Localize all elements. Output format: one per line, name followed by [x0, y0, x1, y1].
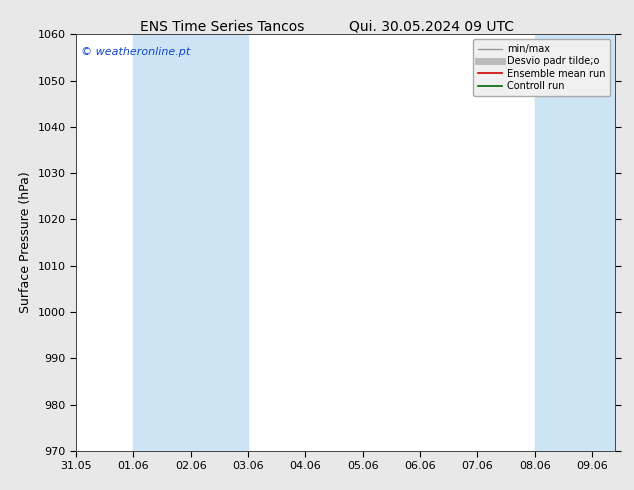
Bar — [133, 34, 248, 451]
Legend: min/max, Desvio padr tilde;o, Ensemble mean run, Controll run: min/max, Desvio padr tilde;o, Ensemble m… — [473, 39, 610, 96]
Text: Qui. 30.05.2024 09 UTC: Qui. 30.05.2024 09 UTC — [349, 20, 514, 34]
Y-axis label: Surface Pressure (hPa): Surface Pressure (hPa) — [19, 172, 32, 314]
Text: © weatheronline.pt: © weatheronline.pt — [81, 47, 191, 57]
Bar — [534, 34, 615, 451]
Text: ENS Time Series Tancos: ENS Time Series Tancos — [139, 20, 304, 34]
